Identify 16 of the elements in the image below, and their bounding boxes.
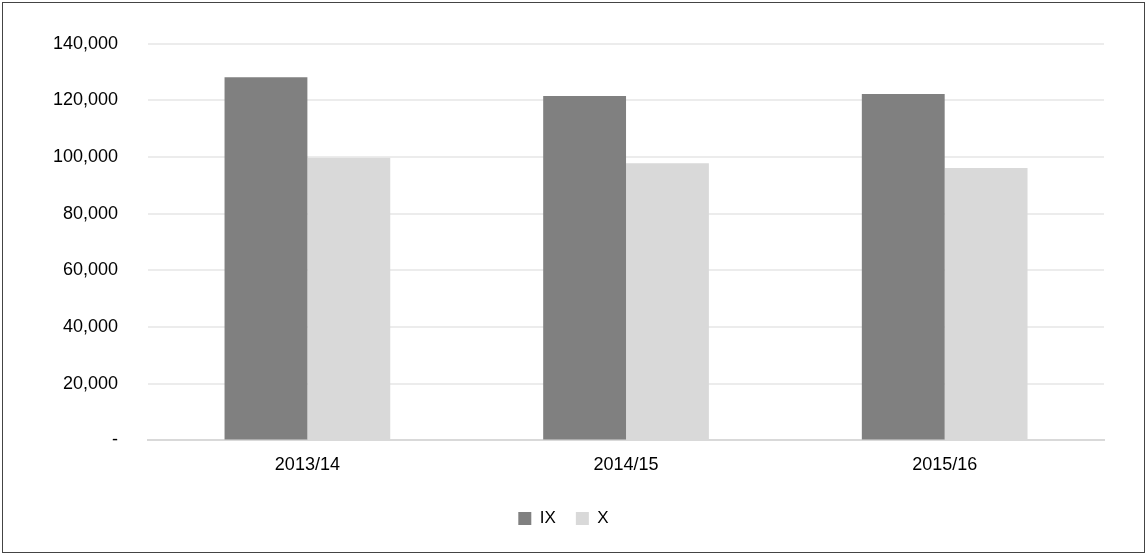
bar (543, 95, 627, 440)
y-tick-label: 100,000 (52, 146, 119, 167)
y-tick-label: 40,000 (63, 316, 119, 337)
y-tick-label: 60,000 (63, 259, 119, 280)
y-tick-label: 140,000 (52, 32, 119, 53)
y-tick-label: 80,000 (63, 202, 119, 223)
y-tick-label: 20,000 (63, 372, 119, 393)
legend-label: X (597, 508, 609, 528)
x-tick-label: 2013/14 (274, 454, 340, 475)
legend-label: IX (539, 508, 556, 528)
y-tick-label: - (112, 429, 119, 450)
bar (861, 93, 945, 440)
y-tick-label: 120,000 (52, 89, 119, 110)
bar (224, 77, 308, 440)
x-tick-label: 2014/15 (593, 454, 659, 475)
x-tick-label: 2015/16 (912, 454, 978, 475)
